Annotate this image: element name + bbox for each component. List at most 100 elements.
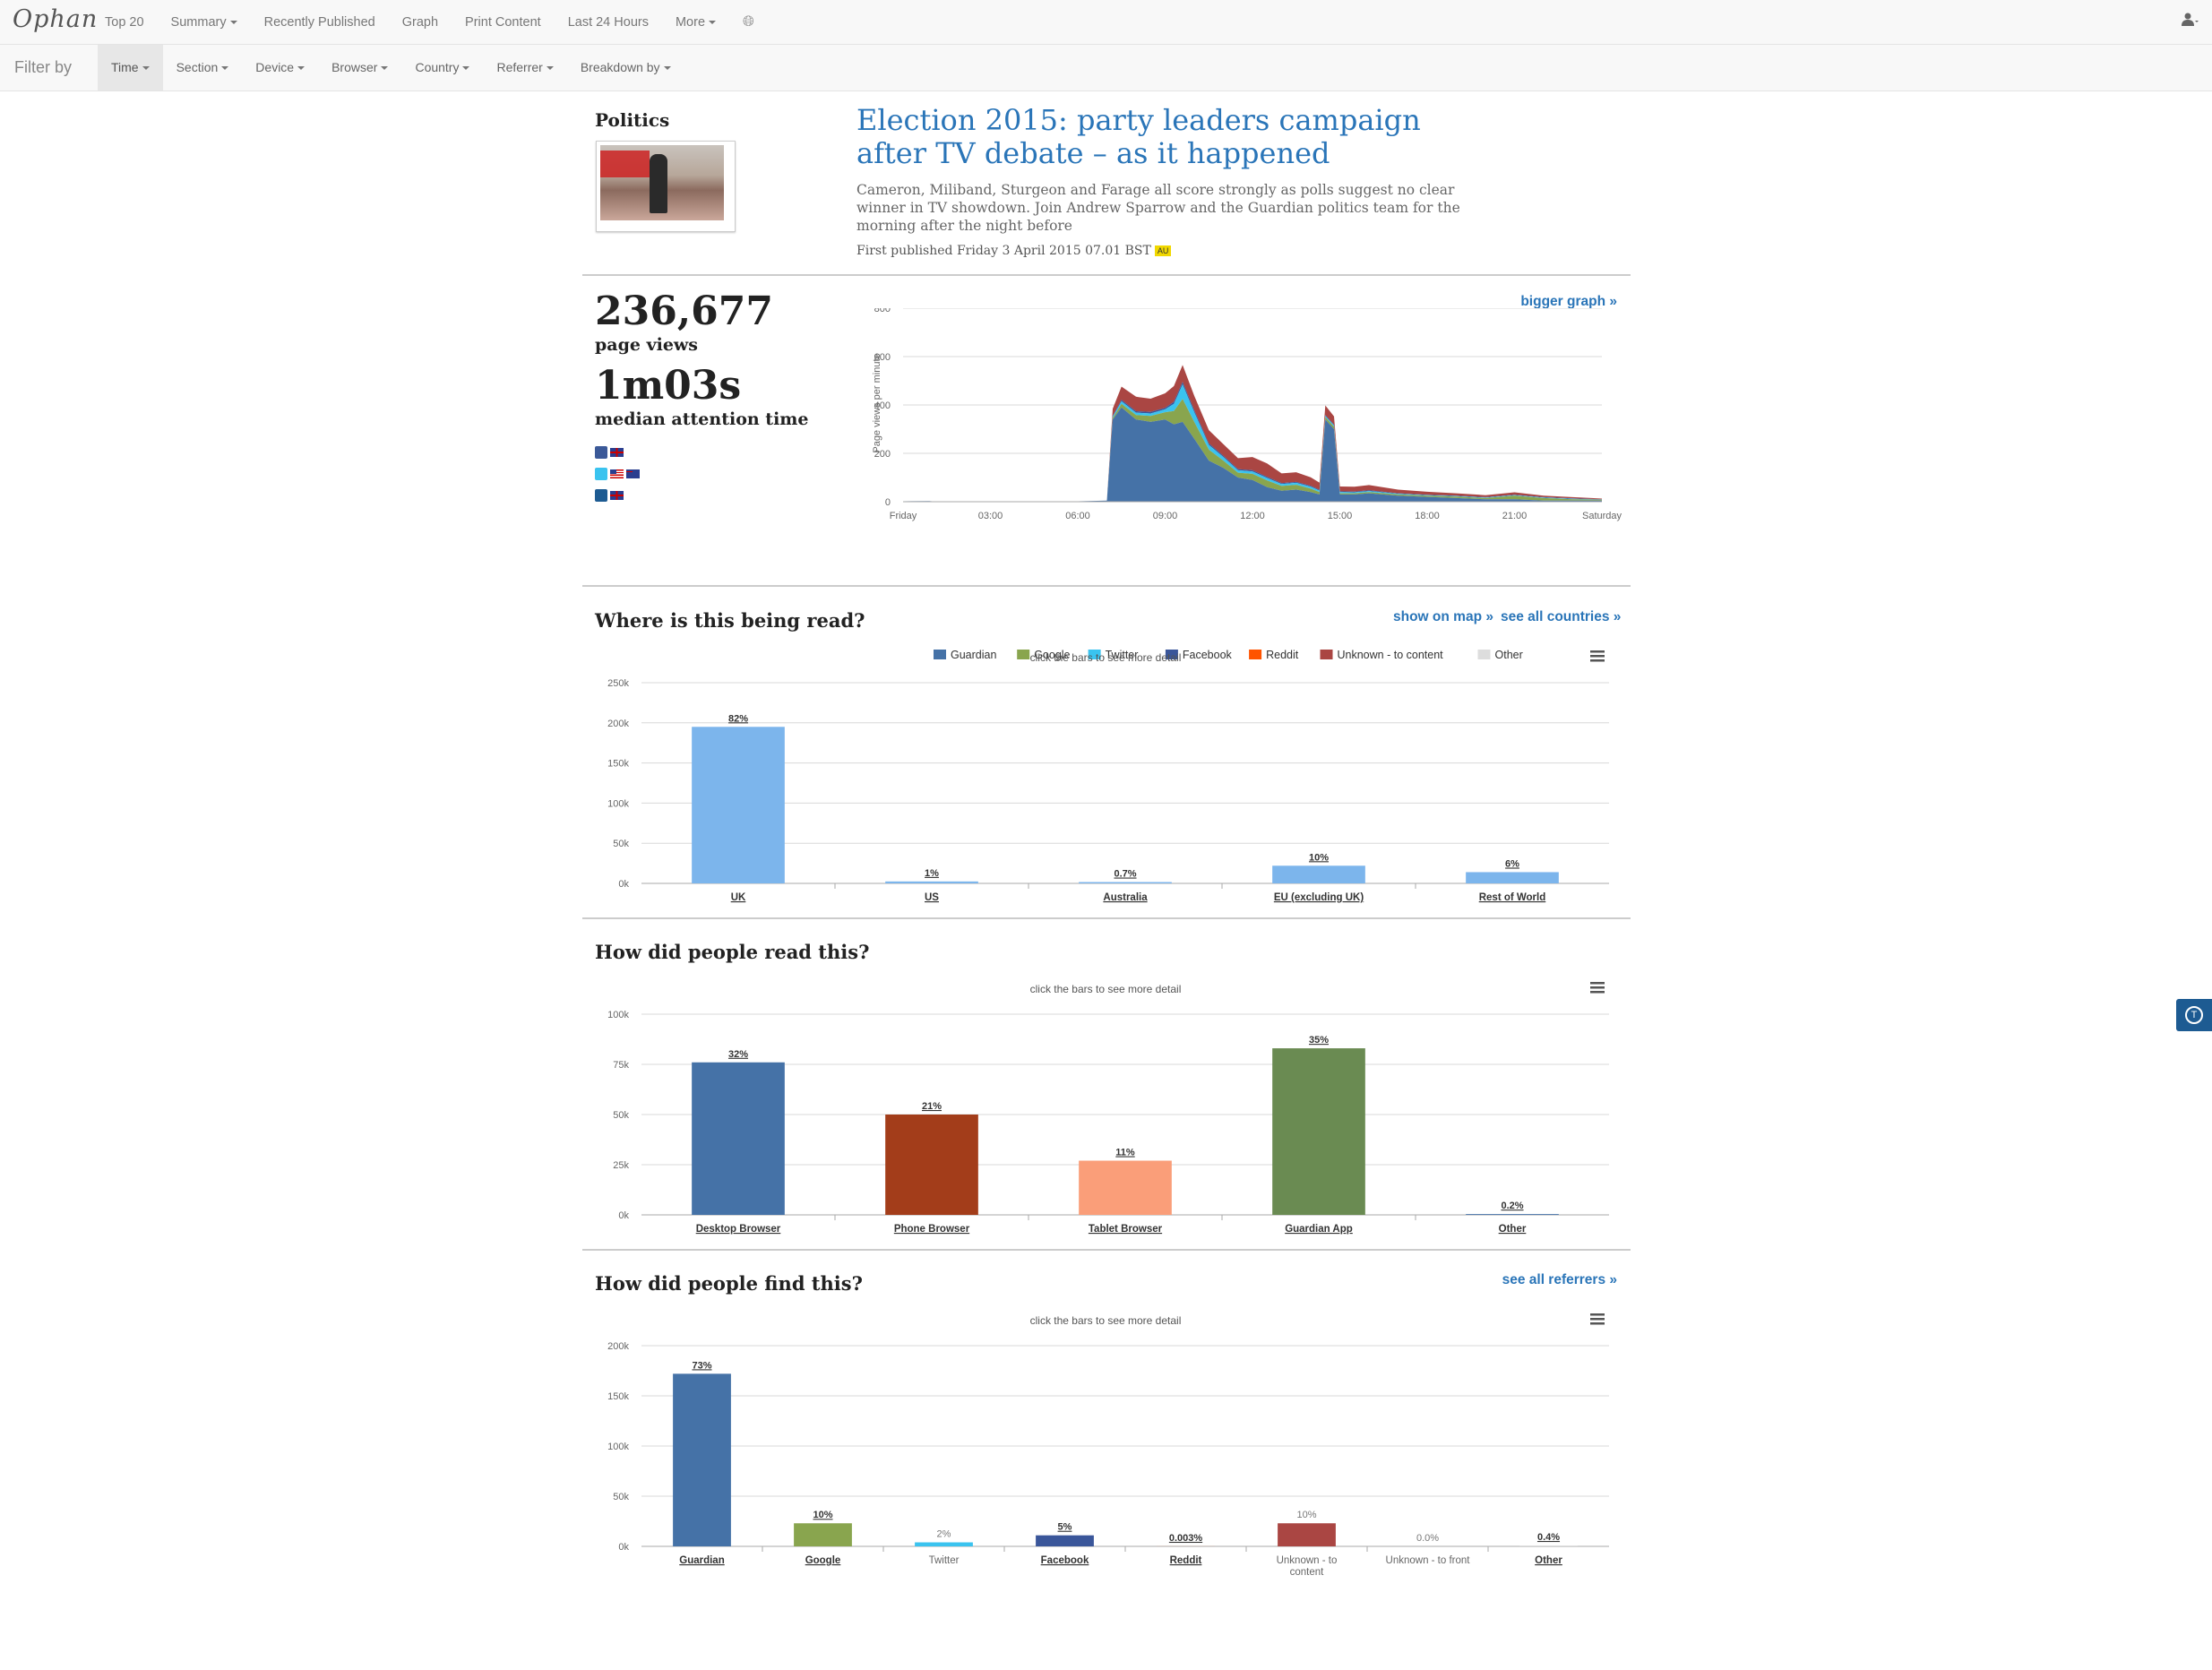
chart-hint: click the bars to see more detail: [1030, 983, 1182, 995]
where-heading: Where is this being read?: [595, 609, 865, 632]
bar[interactable]: [794, 1523, 852, 1546]
menu-line: [1590, 1318, 1605, 1321]
category-label[interactable]: Desktop Browser: [696, 1224, 781, 1235]
category-label[interactable]: US: [925, 892, 939, 903]
show-on-map-link[interactable]: show on map »: [1393, 609, 1493, 625]
category-label[interactable]: Phone Browser: [894, 1224, 970, 1235]
bar[interactable]: [1036, 1536, 1094, 1546]
see-all-countries-link[interactable]: see all countries »: [1501, 609, 1621, 625]
y-tick-label: 0k: [618, 1542, 629, 1553]
chart-menu-icon[interactable]: [1590, 650, 1605, 662]
category-label[interactable]: Australia: [1103, 892, 1148, 903]
filter-referrer[interactable]: Referrer: [483, 45, 566, 90]
bar[interactable]: [692, 727, 785, 883]
data-label: 0.2%: [1501, 1201, 1523, 1211]
data-label: 82%: [728, 713, 748, 724]
floating-toolbar-button[interactable]: T: [2176, 999, 2212, 1031]
filter-browser[interactable]: Browser: [318, 45, 401, 90]
y-tick-label: 75k: [613, 1060, 629, 1071]
page-views-label: page views: [595, 335, 698, 355]
category-label[interactable]: Guardian: [679, 1555, 724, 1566]
bar[interactable]: [1272, 865, 1365, 883]
x-tick-label: Saturday: [1582, 511, 1622, 521]
x-tick-label: 18:00: [1415, 511, 1440, 521]
data-label: 10%: [1296, 1510, 1316, 1520]
category-label[interactable]: Reddit: [1170, 1555, 1202, 1566]
menu-line: [1590, 659, 1605, 662]
category-label[interactable]: Facebook: [1041, 1555, 1089, 1566]
caret-down-icon: [664, 66, 671, 70]
category-label[interactable]: Rest of World: [1479, 892, 1546, 903]
section-label: Politics: [595, 109, 669, 131]
category-label[interactable]: Tablet Browser: [1089, 1224, 1163, 1235]
user-menu[interactable]: [2182, 13, 2199, 31]
category-label[interactable]: content: [1290, 1567, 1325, 1578]
divider: [582, 274, 1631, 276]
article-headline[interactable]: Election 2015: party leaders campaign af…: [856, 104, 1466, 170]
nav-more-label: More: [676, 15, 705, 30]
globe-icon[interactable]: 🌐︎: [743, 14, 754, 30]
bar[interactable]: [1079, 1161, 1172, 1215]
nav-graph[interactable]: Graph: [402, 15, 438, 30]
category-label[interactable]: EU (excluding UK): [1274, 892, 1364, 903]
ophan-logo[interactable]: Ophan: [13, 5, 98, 33]
user-icon: [2182, 13, 2199, 27]
menu-line: [1590, 982, 1605, 985]
bar[interactable]: [1278, 1523, 1336, 1546]
bar[interactable]: [885, 1115, 978, 1215]
see-all-referrers-link[interactable]: see all referrers »: [1502, 1272, 1617, 1288]
nav-recently-published[interactable]: Recently Published: [264, 15, 375, 30]
article-thumbnail[interactable]: [596, 141, 736, 232]
nav-summary[interactable]: Summary: [171, 15, 237, 30]
page-views-count: 236,677: [595, 288, 773, 334]
category-label[interactable]: Other: [1499, 1224, 1527, 1235]
filter-time[interactable]: Time: [98, 45, 163, 90]
filter-menu: Time Section Device Browser Country Refe…: [98, 45, 684, 90]
filter-breakdown-by[interactable]: Breakdown by: [567, 45, 684, 90]
y-tick-label: 150k: [607, 1391, 629, 1402]
bar[interactable]: [1519, 1545, 1578, 1546]
category-label[interactable]: Twitter: [929, 1555, 960, 1566]
bar[interactable]: [1272, 1048, 1365, 1215]
filter-device-label: Device: [255, 60, 294, 74]
t-icon: T: [2185, 1006, 2203, 1024]
category-label[interactable]: Google: [805, 1555, 841, 1566]
filter-country[interactable]: Country: [401, 45, 483, 90]
category-label[interactable]: Unknown - to front: [1386, 1555, 1471, 1566]
twitter-row: [595, 468, 640, 480]
category-label[interactable]: Other: [1535, 1555, 1562, 1566]
category-label[interactable]: Guardian App: [1285, 1224, 1353, 1235]
nav-more[interactable]: More: [676, 15, 716, 30]
y-tick-label: 0: [885, 497, 891, 508]
bar[interactable]: [1466, 872, 1559, 883]
category-label[interactable]: Unknown - to: [1277, 1555, 1338, 1566]
bar[interactable]: [673, 1373, 731, 1546]
nav-last-24-hours[interactable]: Last 24 Hours: [568, 15, 649, 30]
published-text: First published Friday 3 April 2015 07.0…: [856, 244, 1151, 258]
data-label: 6%: [1505, 858, 1519, 869]
bar[interactable]: [915, 1543, 973, 1546]
menu-line: [1590, 650, 1605, 653]
chart-menu-icon[interactable]: [1590, 1313, 1605, 1325]
filter-section[interactable]: Section: [163, 45, 243, 90]
filter-device[interactable]: Device: [242, 45, 318, 90]
y-tick-label: 200k: [607, 1341, 629, 1352]
au-badge: AU: [1155, 245, 1172, 256]
top-navbar: Ophan Top 20 Summary Recently Published …: [0, 0, 2212, 45]
nav-print-content[interactable]: Print Content: [465, 15, 541, 30]
filter-time-label: Time: [111, 60, 139, 74]
caret-down-icon: [709, 21, 716, 24]
thumbnail-image: [600, 145, 724, 220]
bar[interactable]: [692, 1063, 785, 1215]
bar[interactable]: [1079, 882, 1172, 883]
category-label[interactable]: UK: [731, 892, 746, 903]
bar[interactable]: [885, 882, 978, 883]
data-label: 2%: [937, 1529, 951, 1540]
nav-top-20[interactable]: Top 20: [105, 15, 144, 30]
data-label: 35%: [1309, 1035, 1329, 1046]
referrers-bar-chart: click the bars to see more detail0k50k10…: [582, 1312, 1631, 1670]
x-tick-label: 09:00: [1153, 511, 1178, 521]
chart-menu-icon[interactable]: [1590, 982, 1605, 994]
bar[interactable]: [1466, 1214, 1559, 1215]
filter-referrer-label: Referrer: [496, 60, 542, 74]
